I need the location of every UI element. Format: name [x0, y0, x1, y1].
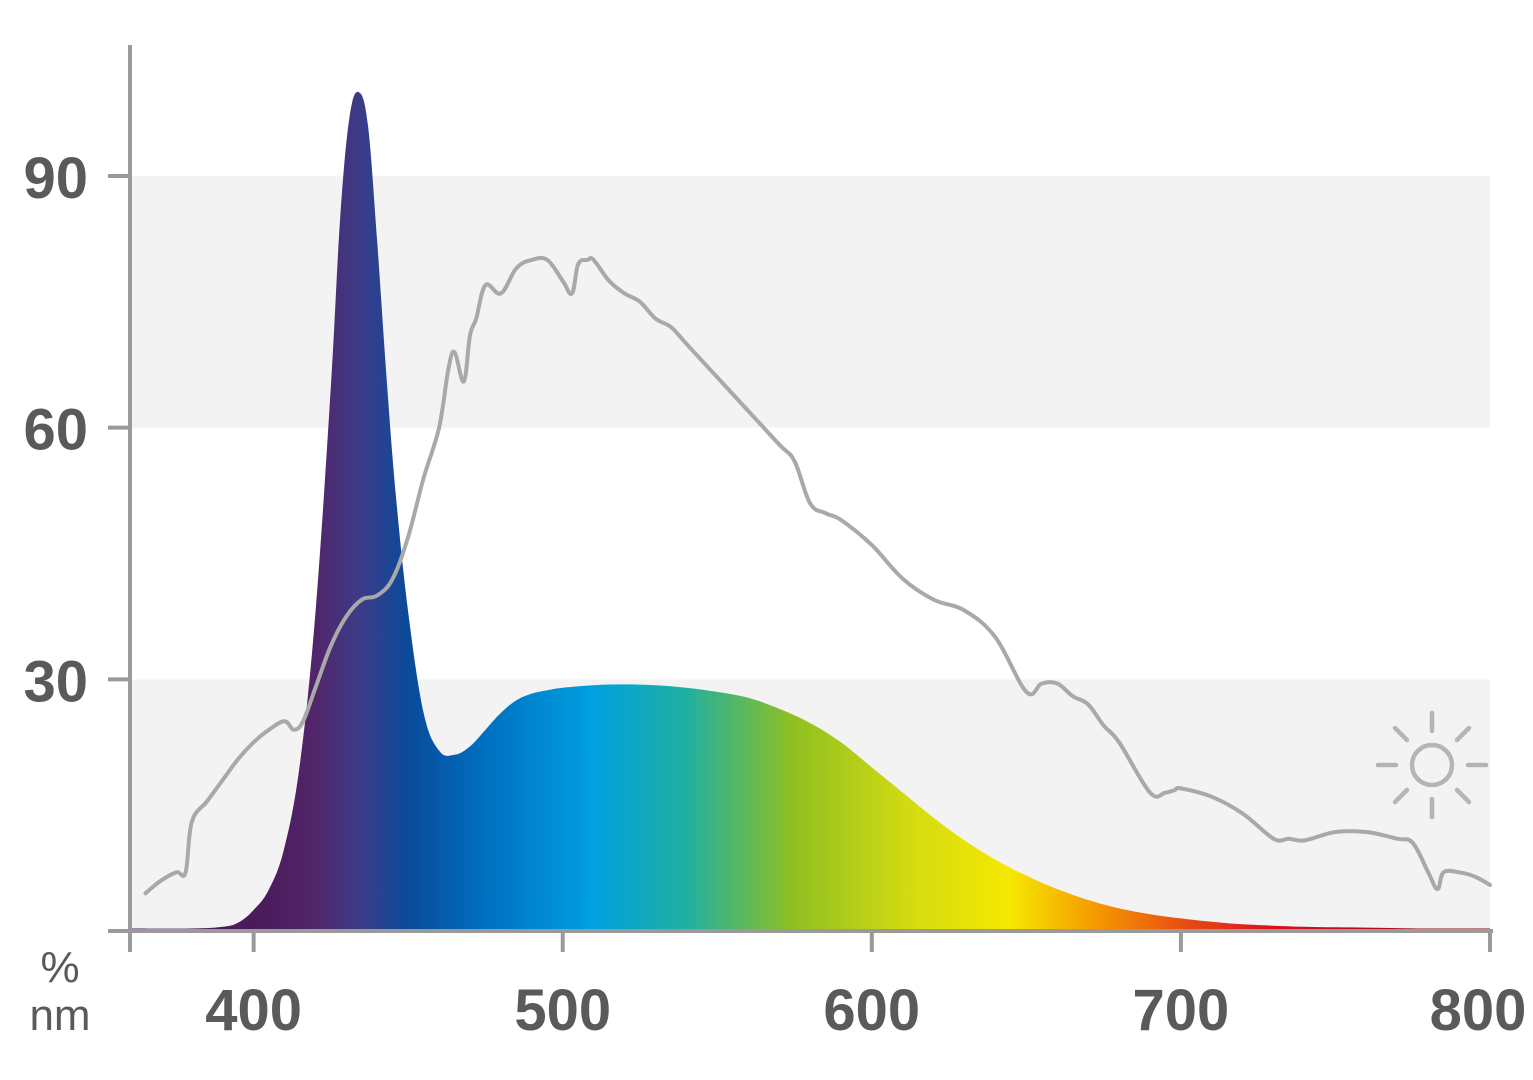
- x-tick-label: 500: [514, 978, 611, 1043]
- y-unit-label: %: [40, 943, 79, 992]
- x-ticks: 400 500 600 700 800: [128, 931, 1527, 1043]
- y-tick-label: 90: [23, 146, 88, 211]
- x-tick-label: 700: [1133, 978, 1230, 1043]
- x-tick-label: 400: [205, 978, 302, 1043]
- axes: [108, 45, 1493, 933]
- spectrum-area: [130, 91, 1490, 932]
- y-tick-label: 30: [23, 649, 88, 714]
- sun-icon: [1375, 710, 1489, 820]
- y-tick-label: 60: [23, 398, 88, 463]
- y-ticks: 30 60 90: [23, 146, 130, 714]
- x-unit-label: nm: [29, 991, 90, 1040]
- daylight-reference-line: [143, 255, 1492, 896]
- x-tick-label: 600: [823, 978, 920, 1043]
- x-tick-label: 800: [1430, 978, 1527, 1043]
